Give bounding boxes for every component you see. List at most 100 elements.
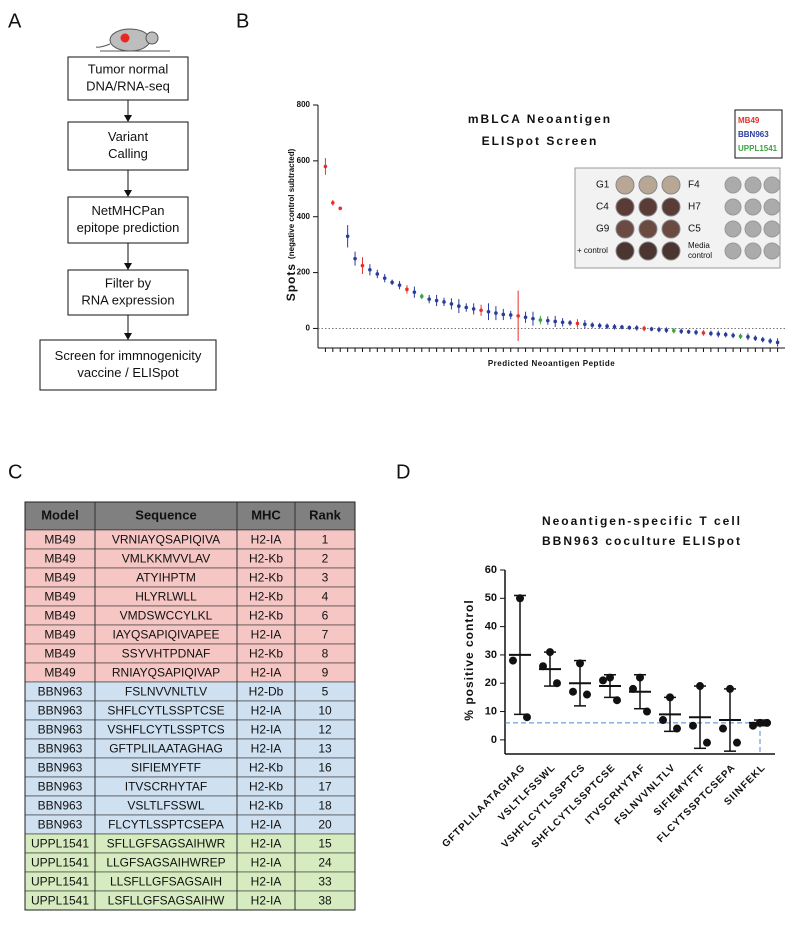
well [744, 242, 762, 260]
data-point [597, 323, 602, 328]
legend-box [734, 109, 783, 159]
table-cell: SHFLCYTLSSPTCSE [107, 704, 224, 718]
well [724, 198, 742, 216]
table-cell: H2-IA [251, 837, 282, 851]
table-cell: FLCYTLSSPTCSEPA [108, 818, 224, 832]
data-point [686, 330, 691, 334]
data-point [701, 331, 706, 335]
table-cell: 3 [322, 571, 329, 585]
table-cell: 4 [322, 590, 329, 604]
table-cell: MB49 [44, 590, 76, 604]
table-cell: 9 [322, 666, 329, 680]
data-point [719, 724, 727, 733]
data-point [449, 302, 454, 306]
y-axis-label-main: Spots [284, 263, 298, 301]
data-point [716, 332, 721, 336]
data-point [538, 318, 543, 322]
table-cell: VSHFLCYTLSSPTCS [107, 723, 224, 737]
data-point [338, 206, 343, 211]
data-point [397, 283, 402, 287]
y-axis-label: % positive control [462, 599, 476, 720]
data-point [575, 321, 580, 326]
arrow-head [124, 190, 132, 197]
table-cell: H2-Kb [249, 609, 283, 623]
data-point [545, 318, 550, 323]
inset-label: C5 [688, 224, 701, 235]
data-point [553, 319, 558, 324]
data-point [775, 340, 780, 345]
data-point [419, 294, 424, 299]
table-cell: H2-Kb [249, 799, 283, 813]
table-cell: 1 [322, 533, 329, 547]
data-point [689, 721, 697, 730]
table-cell: BBN963 [38, 742, 83, 756]
table-cell: SIFIEMYFTF [131, 761, 201, 775]
y-tick-label: 20 [485, 677, 497, 689]
table-cell: UPPL1541 [31, 875, 89, 889]
table-cell: HLYRLWLL [135, 590, 197, 604]
table-cell: 6 [322, 609, 329, 623]
inset-label: control [688, 251, 712, 260]
table-cell: MB49 [44, 628, 76, 642]
data-point [523, 713, 531, 722]
data-point [599, 676, 607, 685]
table-cell: H2-IA [251, 628, 282, 642]
table-cell: BBN963 [38, 685, 83, 699]
y-tick-label: 600 [297, 156, 311, 165]
data-point [583, 322, 587, 327]
flow-text: Tumor normal [88, 61, 169, 76]
well [763, 176, 781, 194]
data-point [553, 679, 561, 688]
data-point [442, 300, 446, 304]
table-cell: 15 [318, 837, 332, 851]
flow-text: NetMHCPan [92, 203, 165, 218]
y-tick-label: 200 [297, 268, 311, 277]
legend-entry: BBN963 [738, 130, 769, 139]
data-point [642, 326, 646, 331]
well [615, 219, 635, 239]
table-cell: MB49 [44, 533, 76, 547]
table-cell: 13 [318, 742, 332, 756]
data-point [753, 336, 758, 341]
well [661, 241, 681, 261]
table-cell: MB49 [44, 647, 76, 661]
table-cell: 20 [318, 818, 332, 832]
data-point [679, 329, 684, 334]
data-point [694, 330, 698, 335]
table-cell: H2-Kb [249, 552, 283, 566]
table-cell: MB49 [44, 609, 76, 623]
data-point [331, 200, 335, 205]
data-point [620, 325, 624, 329]
y-tick-label: 400 [297, 212, 311, 221]
data-point [709, 331, 713, 336]
data-point [382, 276, 387, 280]
data-point [368, 267, 372, 272]
y-tick-label: 40 [485, 621, 497, 633]
flow-box [39, 339, 217, 391]
well [724, 220, 742, 238]
table-border [24, 501, 356, 911]
data-point [703, 738, 711, 747]
well [744, 220, 762, 238]
table-header: MHC [251, 507, 281, 522]
inset-label: H7 [688, 202, 701, 213]
data-point [523, 315, 528, 320]
table-cell: UPPL1541 [31, 894, 89, 908]
data-point [464, 305, 469, 310]
data-point [405, 287, 409, 292]
inset-label: + control [577, 246, 608, 255]
data-point [353, 256, 357, 261]
table-cell: BBN963 [38, 818, 83, 832]
data-point [471, 307, 476, 311]
y-tick-label: 60 [485, 564, 497, 576]
well [724, 242, 742, 260]
data-point [516, 314, 520, 318]
well [661, 197, 681, 217]
panel-label: B [236, 10, 249, 32]
table-cell: H2-Kb [249, 761, 283, 775]
data-point [673, 724, 681, 733]
data-point [486, 309, 491, 314]
table-cell: H2-Kb [249, 780, 283, 794]
y-tick-label: 10 [485, 705, 497, 717]
table-cell: 17 [318, 780, 332, 794]
